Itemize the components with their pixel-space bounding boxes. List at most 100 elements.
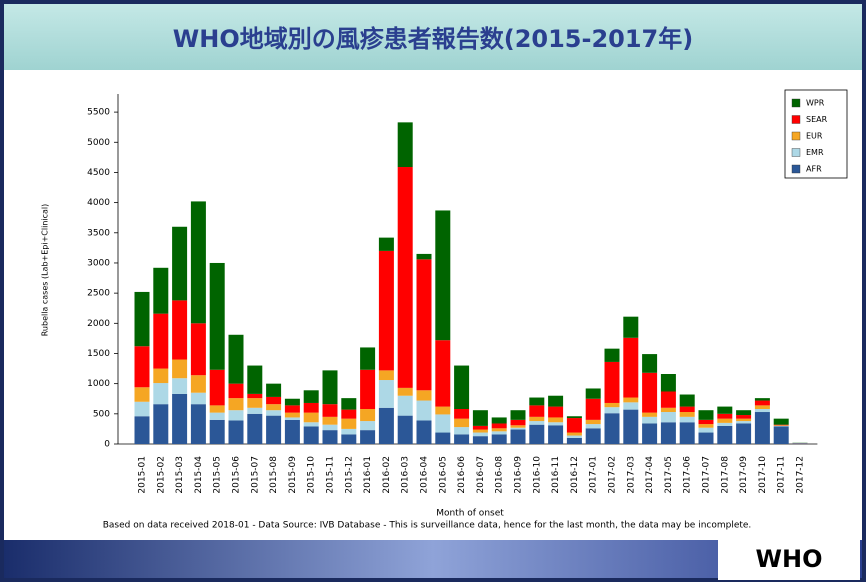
x-tick-label: 2015-01 bbox=[138, 456, 148, 494]
bar-segment bbox=[360, 430, 376, 444]
bar-segment bbox=[585, 388, 601, 399]
bar-segment bbox=[303, 402, 319, 413]
x-tick-label: 2017-06 bbox=[683, 456, 693, 494]
bar-segment bbox=[585, 424, 601, 429]
bar-segment bbox=[548, 406, 564, 418]
bar-segment bbox=[247, 393, 263, 399]
bar-segment bbox=[341, 398, 357, 410]
x-tick-label: 2017-07 bbox=[702, 456, 712, 494]
bar-segment bbox=[604, 413, 620, 444]
x-tick-label: 2016-01 bbox=[363, 456, 373, 494]
bar-segment bbox=[736, 410, 752, 416]
bar-segment bbox=[322, 424, 338, 431]
bar-segment bbox=[134, 401, 150, 417]
y-tick-label: 3000 bbox=[87, 258, 110, 268]
bar-segment bbox=[378, 370, 394, 381]
bar-segment bbox=[773, 418, 789, 425]
bar-segment bbox=[190, 375, 206, 393]
bar-segment bbox=[454, 418, 470, 428]
bar-segment bbox=[754, 400, 770, 406]
x-tick-label: 2015-12 bbox=[344, 456, 354, 494]
bar-segment bbox=[190, 392, 206, 405]
bar-segment bbox=[491, 434, 507, 444]
x-tick-label: 2015-10 bbox=[307, 456, 317, 494]
bar-segment bbox=[172, 359, 188, 379]
bar-segment bbox=[190, 201, 206, 324]
bar-segment bbox=[247, 365, 263, 394]
bar-segment bbox=[510, 427, 526, 430]
bar-segment bbox=[642, 354, 658, 373]
bar-segment bbox=[266, 396, 282, 405]
bar-segment bbox=[642, 416, 658, 424]
bar-segment bbox=[698, 424, 714, 428]
bar-segment bbox=[341, 409, 357, 419]
bar-segment bbox=[397, 395, 413, 416]
bar-segment bbox=[172, 300, 188, 360]
bar-segment bbox=[284, 398, 300, 406]
bar-segment bbox=[134, 346, 150, 388]
bar-segment bbox=[754, 409, 770, 413]
y-axis-label: Rubella cases (Lab+Epi+Clinical) bbox=[41, 204, 50, 337]
bar-segment bbox=[623, 397, 639, 403]
bar-segment bbox=[548, 425, 564, 444]
bar-segment bbox=[623, 316, 639, 338]
bar-segment bbox=[585, 398, 601, 420]
bar-segment bbox=[378, 237, 394, 251]
x-tick-label: 2016-11 bbox=[551, 456, 561, 494]
bar-segment bbox=[454, 434, 470, 444]
bar-segment bbox=[566, 437, 582, 444]
bar-segment bbox=[736, 421, 752, 424]
logo-box bbox=[718, 535, 860, 580]
bar-segment bbox=[134, 291, 150, 347]
y-tick-label: 1000 bbox=[87, 379, 110, 389]
bar-segment bbox=[303, 390, 319, 403]
x-tick-label: 2015-05 bbox=[213, 456, 223, 494]
bar-segment bbox=[153, 267, 169, 314]
bar-segment bbox=[472, 425, 488, 430]
bar-segment bbox=[172, 226, 188, 301]
bar-segment bbox=[416, 400, 432, 421]
bar-segment bbox=[717, 425, 733, 444]
bar-segment bbox=[529, 416, 545, 422]
bar-segment bbox=[284, 405, 300, 413]
bar-segment bbox=[736, 423, 752, 444]
x-axis-label: Month of onset bbox=[436, 509, 504, 519]
bar-segment bbox=[134, 387, 150, 402]
bar-segment bbox=[172, 393, 188, 444]
bar-segment bbox=[228, 410, 244, 421]
bar-segment bbox=[172, 378, 188, 394]
bar-segment bbox=[397, 387, 413, 396]
y-tick-label: 1500 bbox=[87, 349, 110, 359]
x-tick-label: 2017-09 bbox=[739, 456, 749, 494]
bar-segment bbox=[623, 402, 639, 410]
bar-segment bbox=[529, 421, 545, 425]
bar-segment bbox=[736, 418, 752, 422]
bar-segment bbox=[510, 410, 526, 420]
bar-segment bbox=[623, 337, 639, 398]
bar-segment bbox=[491, 423, 507, 429]
x-tick-label: 2016-06 bbox=[457, 456, 467, 494]
x-tick-label: 2015-09 bbox=[288, 456, 298, 494]
bar-segment bbox=[660, 407, 676, 413]
bar-segment bbox=[698, 432, 714, 444]
header bbox=[4, 4, 862, 70]
bar-segment bbox=[416, 259, 432, 391]
bar-segment bbox=[491, 431, 507, 435]
bar-segment bbox=[529, 424, 545, 444]
bar-segment bbox=[209, 369, 225, 406]
bar-segment bbox=[190, 323, 206, 376]
bar-segment bbox=[341, 418, 357, 429]
bar-segment bbox=[454, 427, 470, 435]
bar-segment bbox=[472, 429, 488, 433]
bar-segment bbox=[247, 398, 263, 408]
x-tick-label: 2017-01 bbox=[589, 456, 599, 494]
y-tick-label: 2000 bbox=[87, 319, 110, 329]
bar-segment bbox=[510, 425, 526, 428]
bar-segment bbox=[472, 410, 488, 426]
bar-segment bbox=[717, 413, 733, 419]
legend-label: WPR bbox=[806, 99, 825, 108]
x-tick-label: 2016-08 bbox=[495, 456, 505, 494]
y-tick-label: 500 bbox=[93, 409, 110, 419]
bar-segment bbox=[360, 347, 376, 370]
